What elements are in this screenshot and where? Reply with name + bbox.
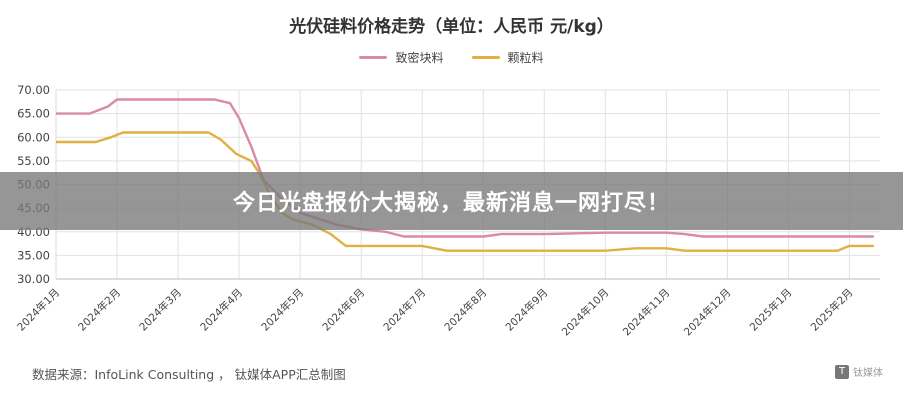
x-tick-label: 2024年10月 <box>559 286 611 338</box>
x-tick-label: 2024年4月 <box>198 286 246 334</box>
source-caption: 数据来源：InfoLink Consulting ， 钛媒体APP汇总制图 <box>32 367 346 382</box>
x-tick-label: 2024年11月 <box>620 286 672 338</box>
x-tick-label: 2024年7月 <box>381 286 429 334</box>
y-tick-label: 70.00 <box>17 83 50 97</box>
series-line-granular <box>56 131 874 252</box>
x-tick-label: 2024年2月 <box>75 286 123 334</box>
watermark-logo-icon: T <box>835 364 849 379</box>
x-tick-label: 2025年2月 <box>808 286 856 334</box>
y-tick-label: 65.00 <box>17 107 50 121</box>
y-tick-label: 55.00 <box>17 154 50 168</box>
legend-swatch-granular <box>471 56 500 59</box>
x-tick-label: 2024年8月 <box>442 286 490 334</box>
legend-item-dense-chunk: 致密块料 <box>359 49 444 66</box>
legend-label-dense-chunk: 致密块料 <box>395 51 444 65</box>
x-tick-label: 2024年1月 <box>14 286 62 334</box>
x-tick-label: 2024年9月 <box>503 286 551 334</box>
x-tick-label: 2025年1月 <box>747 286 795 334</box>
x-tick-label: 2024年5月 <box>259 286 307 334</box>
legend-label-granular: 颗粒料 <box>507 51 544 65</box>
y-tick-label: 60.00 <box>17 130 50 144</box>
x-tick-label: 2024年3月 <box>137 286 185 334</box>
y-tick-label: 30.00 <box>17 272 50 286</box>
x-tick-label: 2024年12月 <box>681 286 733 338</box>
legend-item-granular: 颗粒料 <box>471 49 544 66</box>
legend-swatch-dense-chunk <box>359 56 388 59</box>
headline-banner[interactable]: 今日光盘报价大揭秘，最新消息一网打尽！ <box>0 172 903 230</box>
x-tick-label: 2024年6月 <box>320 286 368 334</box>
y-tick-label: 35.00 <box>17 248 50 262</box>
chart-title: 光伏硅料价格走势（单位：人民币 元/kg） <box>289 17 614 37</box>
watermark: T 钛媒体 <box>835 364 883 379</box>
headline-text[interactable]: 今日光盘报价大揭秘，最新消息一网打尽！ <box>232 191 670 216</box>
watermark-label: 钛媒体 <box>853 368 883 379</box>
chart-legend: 致密块料 颗粒料 <box>0 49 903 66</box>
